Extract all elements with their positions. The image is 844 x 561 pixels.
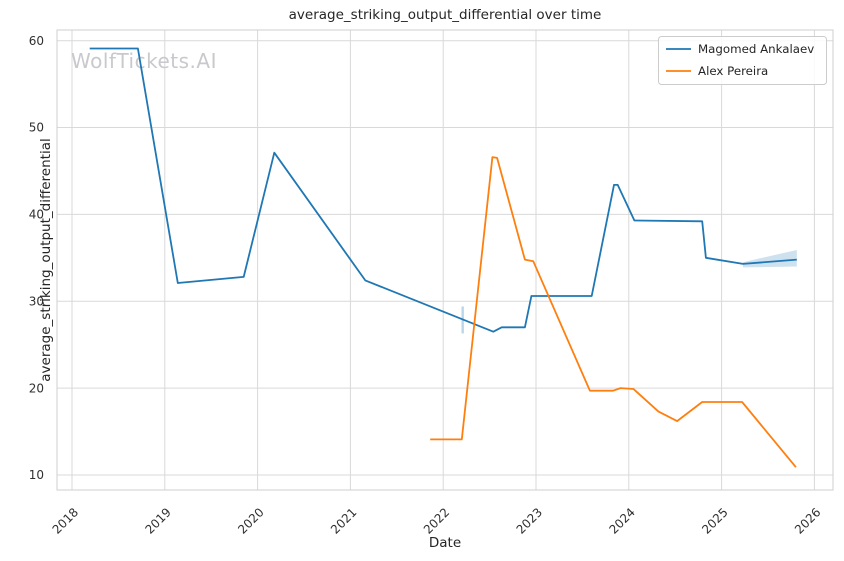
x-tick-label: 2020 <box>235 505 266 536</box>
series-lines <box>89 47 797 468</box>
legend-box <box>658 36 827 85</box>
x-tick-label: 2018 <box>50 505 81 536</box>
ci-band-magomed-ankalaev <box>743 250 797 268</box>
x-tick-label: 2024 <box>606 505 637 536</box>
y-tick-label: 40 <box>29 208 44 222</box>
y-axis-label: average_striking_output_differential <box>38 138 54 381</box>
grid <box>57 30 833 490</box>
series-line-magomed-ankalaev <box>89 47 797 333</box>
legend-label-ankalaev: Magomed Ankalaev <box>698 42 814 56</box>
y-tick-label: 20 <box>29 381 44 395</box>
x-tick-label: 2022 <box>421 505 452 536</box>
y-tick-label: 30 <box>29 295 44 309</box>
series-line-alex-pereira <box>430 156 797 468</box>
x-tick-label: 2021 <box>328 505 359 536</box>
y-tick-label: 10 <box>29 468 44 482</box>
x-tick-label: 2023 <box>514 505 545 536</box>
x-tick-label: 2026 <box>792 505 823 536</box>
chart-title: average_striking_output_differential ove… <box>289 7 602 23</box>
x-tick-label: 2019 <box>142 505 173 536</box>
y-tick-label: 50 <box>29 121 44 135</box>
y-tick-label: 60 <box>29 34 44 48</box>
plot-border <box>56 29 834 491</box>
x-tick-label: 2025 <box>699 505 730 536</box>
x-axis-label: Date <box>429 535 461 551</box>
legend-label-pereira: Alex Pereira <box>698 64 768 78</box>
legend: Magomed Ankalaev Alex Pereira <box>658 36 827 85</box>
watermark: WolfTickets.AI <box>71 49 217 73</box>
